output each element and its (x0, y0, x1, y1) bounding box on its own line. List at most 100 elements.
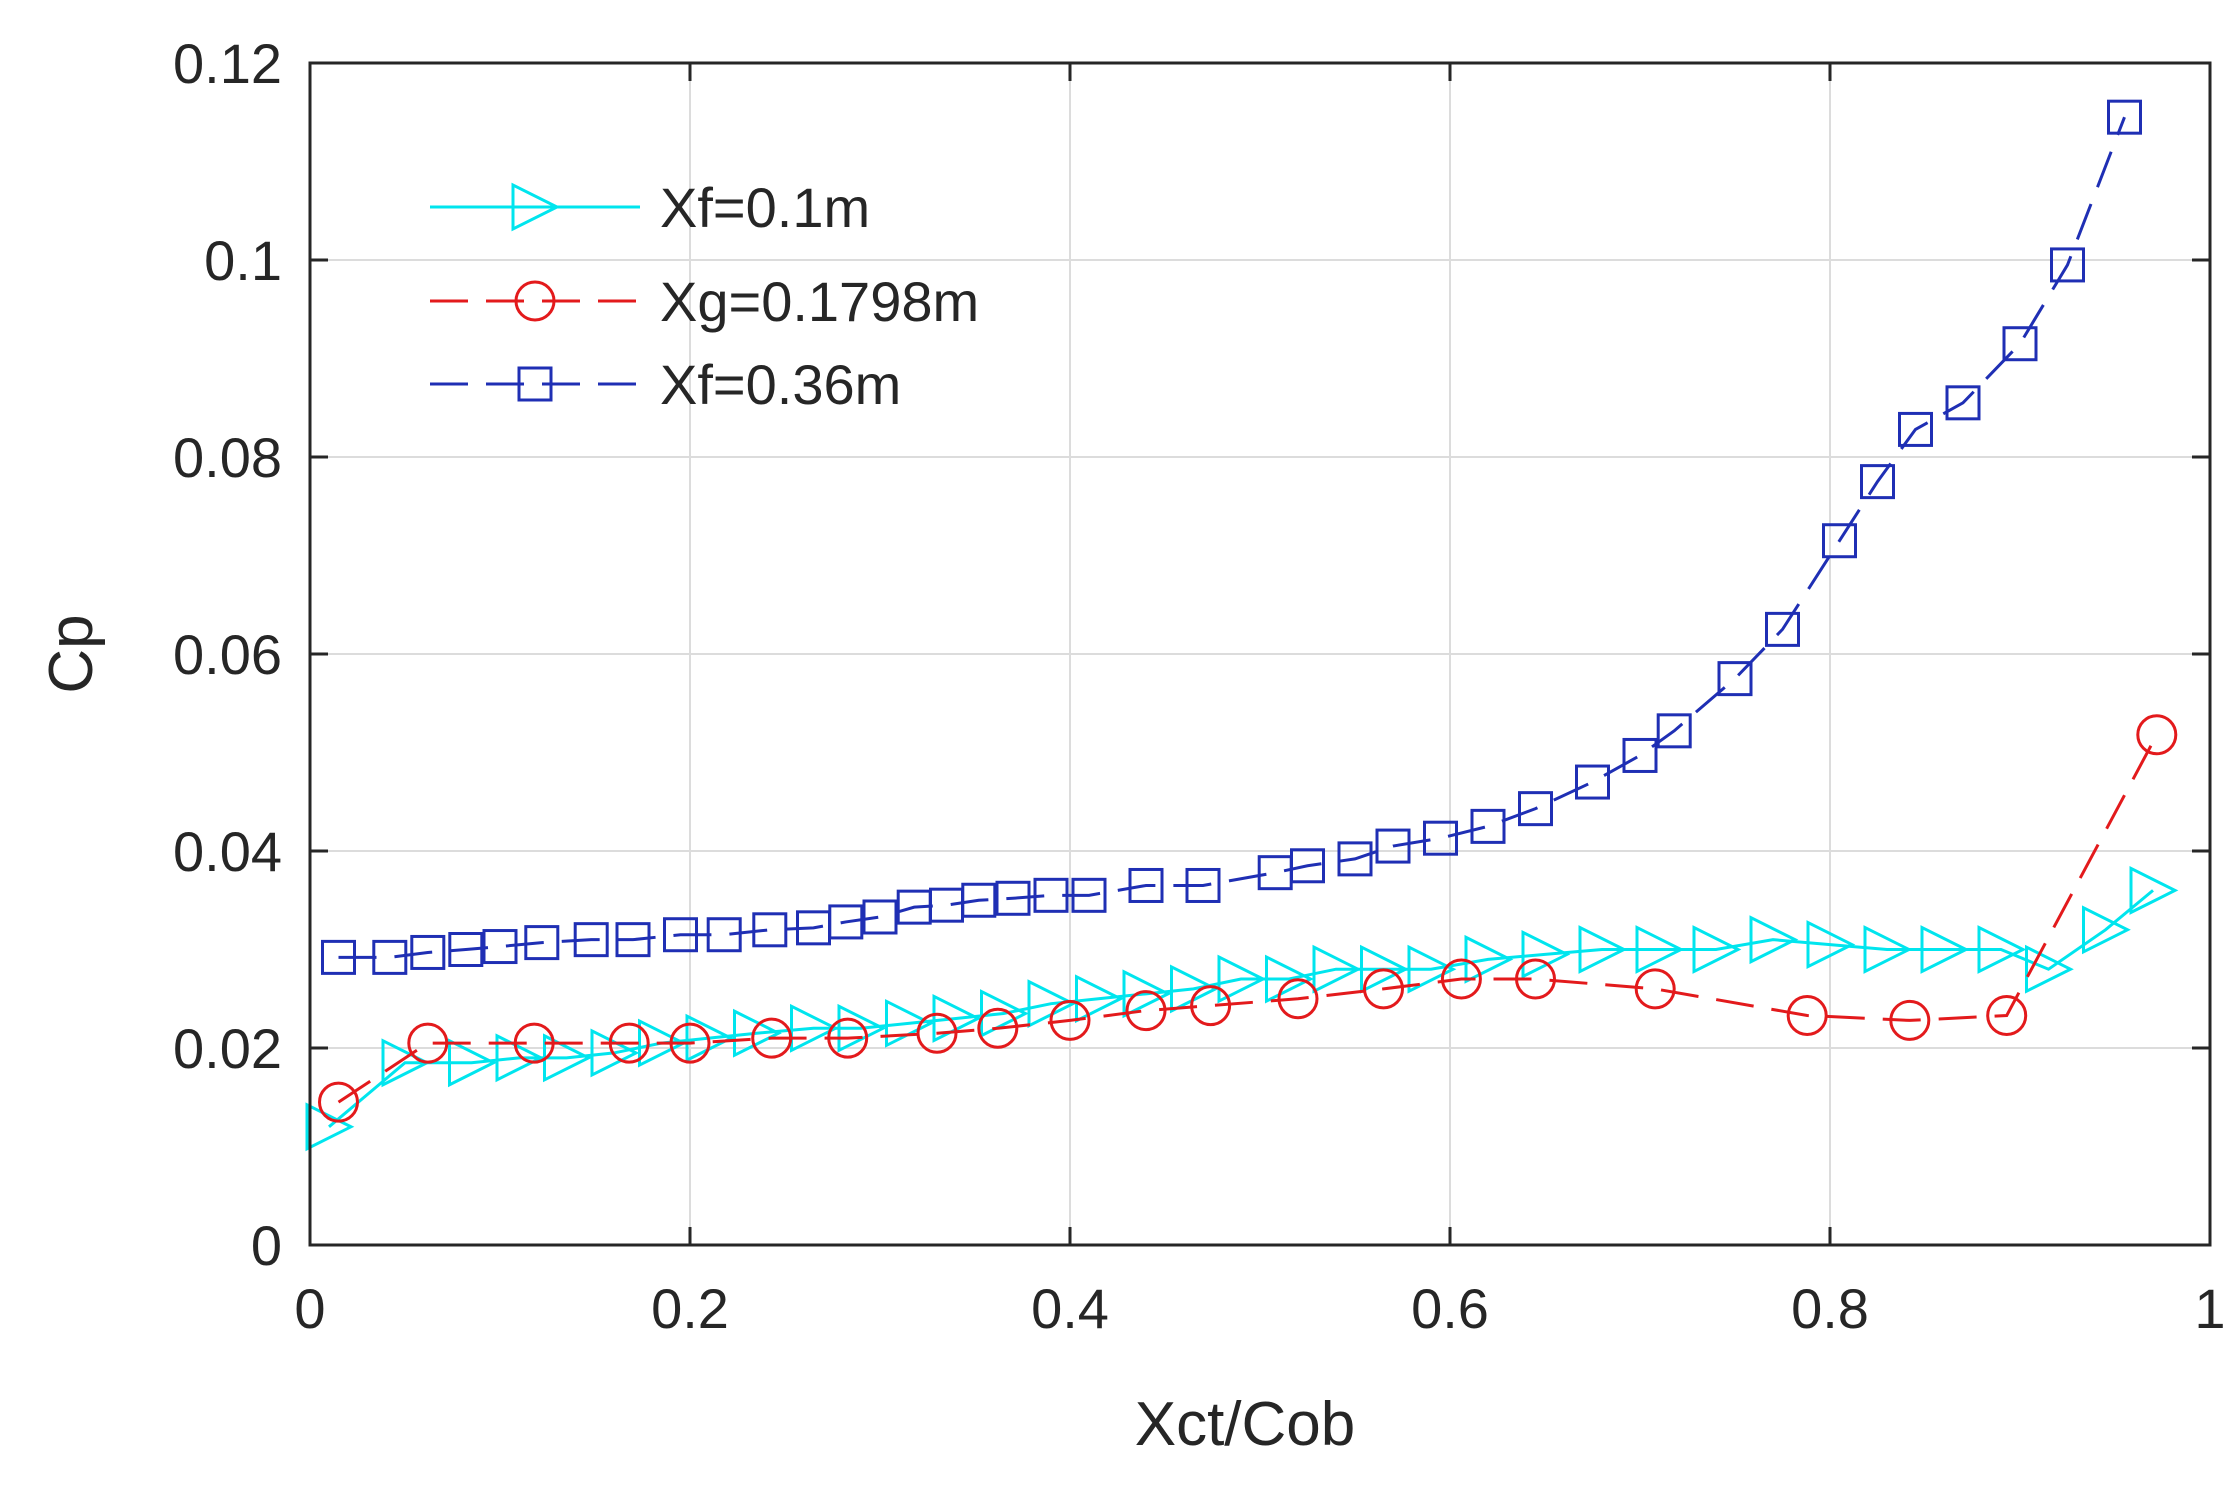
data-point (1125, 990, 1167, 1032)
data-point (733, 1008, 782, 1058)
data-point (1656, 713, 1692, 749)
data-point (1128, 867, 1164, 903)
data-point (1863, 925, 1913, 974)
data-point (1692, 925, 1742, 974)
legend-marker (511, 182, 561, 232)
data-point (2082, 905, 2131, 955)
y-tick-label: 0.06 (173, 623, 282, 686)
legend: Xf=0.1m Xg=0.1798m Xf=0.36m (430, 176, 979, 416)
data-point (828, 904, 864, 940)
data-point (2025, 944, 2074, 994)
data-point (1290, 848, 1325, 884)
x-axis-label: Xct/Cob (1135, 1390, 1356, 1459)
data-point (2107, 99, 2142, 135)
legend-label: Xf=0.36m (660, 353, 901, 416)
data-point (837, 1003, 887, 1053)
data-point (1075, 974, 1124, 1024)
x-tick-label: 0 (294, 1277, 325, 1340)
data-point (2136, 714, 2178, 756)
grid-lines (310, 63, 2210, 1245)
data-point (573, 922, 609, 958)
data-point (513, 1022, 555, 1064)
data-point (1518, 791, 1553, 827)
data-point (1822, 523, 1857, 559)
data-point (1312, 944, 1362, 994)
data-point (407, 1022, 449, 1064)
data-point (1635, 925, 1685, 974)
data-point (1217, 954, 1267, 1004)
y-tick-label: 0 (251, 1214, 282, 1277)
data-point (321, 939, 356, 975)
data-point (524, 925, 560, 961)
data-point (1265, 954, 1314, 1004)
y-tick-labels: 0 0.02 0.04 0.06 0.08 0.1 0.12 (173, 32, 282, 1277)
data-point (2050, 247, 2085, 283)
y-tick-label: 0.1 (204, 229, 282, 292)
data-point (1277, 978, 1319, 1020)
x-tick-label: 1 (2194, 1277, 2225, 1340)
y-tick-label: 0.04 (173, 820, 282, 883)
data-point (663, 917, 698, 953)
data-point (2002, 326, 2038, 362)
series-3 (321, 99, 2142, 975)
data-point (1578, 925, 1628, 974)
data-point (862, 899, 898, 935)
data-point (318, 1081, 359, 1123)
data-point (1945, 385, 1981, 421)
data-point (1765, 611, 1800, 647)
data-point (977, 1007, 1019, 1049)
data-point (1375, 828, 1411, 864)
data-point (1185, 867, 1221, 903)
data-point (1806, 920, 1856, 970)
data-point (1190, 985, 1232, 1027)
data-point (1440, 958, 1482, 1000)
data-point (1986, 994, 2028, 1036)
legend-label: Xg=0.1798m (660, 270, 979, 333)
series-line (328, 889, 2154, 1128)
data-point (372, 939, 408, 975)
data-point (669, 1022, 711, 1064)
data-point (961, 882, 997, 918)
data-point (1033, 877, 1069, 913)
y-tick-label: 0.02 (173, 1017, 282, 1080)
x-tick-label: 0.2 (651, 1277, 729, 1340)
data-point (1407, 944, 1457, 994)
data-point (495, 1033, 545, 1083)
legend-item: Xf=0.36m (430, 353, 901, 416)
data-point (1363, 968, 1404, 1010)
y-axis-label: Cp (37, 614, 106, 693)
data-point (448, 932, 484, 967)
x-tick-labels: 0 0.2 0.4 0.6 0.8 1 (294, 1277, 2225, 1340)
data-point (995, 880, 1031, 916)
x-tick-label: 0.8 (1791, 1277, 1869, 1340)
data-point (1360, 944, 1409, 994)
data-point (381, 1038, 431, 1088)
data-point (1977, 925, 2027, 974)
data-point (1749, 915, 1799, 965)
data-point (980, 989, 1029, 1038)
data-point (1071, 877, 1107, 913)
data-point (448, 1038, 497, 1088)
legend-marker (514, 280, 556, 322)
data-point (2129, 865, 2179, 915)
data-point (1049, 999, 1091, 1041)
data-point (916, 1012, 958, 1054)
data-point (608, 1022, 650, 1064)
x-tick-label: 0.4 (1031, 1277, 1109, 1340)
data-point (827, 1017, 869, 1059)
legend-marker (517, 366, 553, 402)
tick-marks (308, 61, 2212, 1247)
legend-item: Xf=0.1m (430, 176, 870, 239)
data-point (752, 912, 788, 948)
data-point (1122, 969, 1172, 1019)
data-point (482, 929, 518, 965)
data-point (305, 1102, 355, 1152)
data-point (751, 1017, 793, 1059)
data-point (1622, 737, 1658, 773)
data-point (790, 1003, 839, 1053)
data-point (1920, 925, 1970, 974)
data-point (638, 1018, 687, 1068)
data-point (706, 917, 742, 953)
